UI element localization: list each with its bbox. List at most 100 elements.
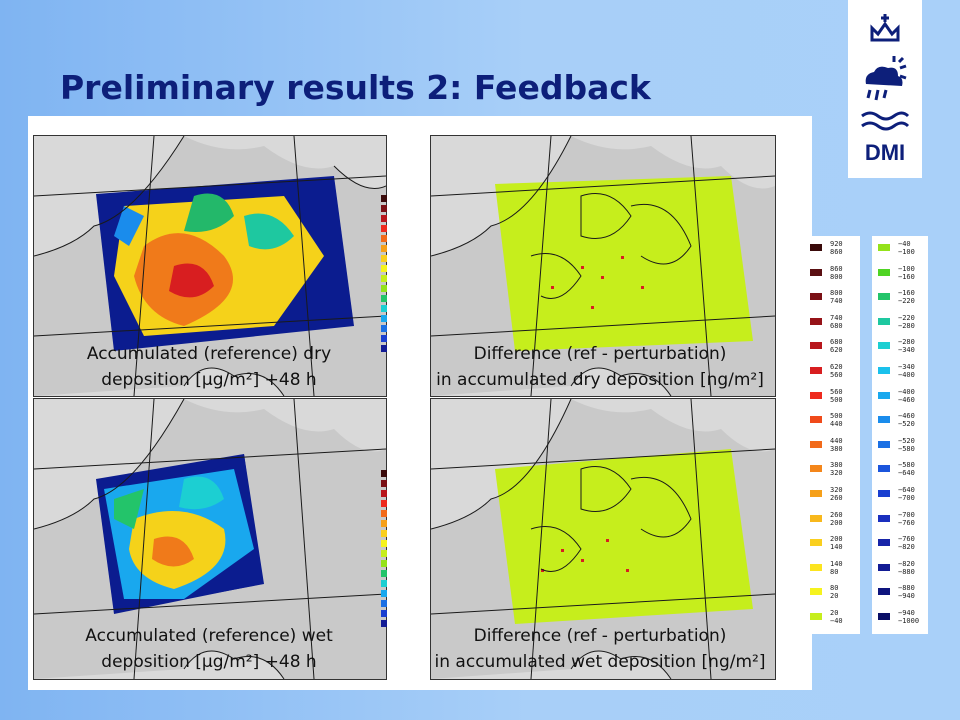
caption-line: in accumulated dry deposition [ng/m²]: [436, 370, 764, 390]
legend-swatch: [810, 391, 822, 399]
legend-label: 260 200: [830, 510, 843, 527]
legend-label: −40 −100: [898, 240, 915, 256]
legend-label: −280 −340: [898, 338, 915, 355]
caption-line: deposition [µg/m²] +48 h: [101, 652, 317, 672]
legend-entry: 800 740: [810, 289, 866, 309]
legend-label: 740 680: [830, 313, 843, 330]
legend-label: −400 −460: [898, 387, 915, 404]
caption-reference-dry: Accumulated (reference) dry deposition […: [33, 341, 385, 393]
map-reference-dry: [33, 135, 387, 397]
legend-entry: −460 −520: [878, 412, 934, 432]
legend-swatch: [878, 416, 890, 424]
legend-entry: −220 −280: [878, 314, 934, 334]
legend-entry: −520 −580: [878, 437, 934, 457]
legend-entry: 620 560: [810, 363, 866, 383]
legend-swatch: [810, 416, 822, 424]
legend-entry: −700 −760: [878, 511, 934, 531]
legend-swatch: [878, 244, 890, 251]
legend-label: −880 −940: [898, 584, 915, 601]
legend-entry: 920 860: [810, 240, 866, 260]
legend-swatch: [878, 539, 890, 547]
legend-entry: −760 −820: [878, 535, 934, 555]
legend-entry: −160 −220: [878, 289, 934, 309]
legend-label: −100 −160: [898, 264, 915, 281]
legend-swatch: [810, 317, 822, 325]
caption-line: Difference (ref - perturbation): [473, 344, 727, 364]
legend-entry: −40 −100: [878, 240, 934, 260]
legend-label: −940 −1000: [898, 609, 920, 625]
legend-swatch: [878, 563, 890, 571]
color-legend-positive: 920 860 860 800 800 740 740 680 680 620 620 5…: [804, 236, 860, 634]
legend-swatch: [878, 440, 890, 448]
legend-swatch: [878, 588, 890, 596]
mini-legend-3: [381, 470, 395, 630]
legend-entry: −100 −160: [878, 265, 934, 285]
legend-label: 800 740: [830, 289, 843, 306]
legend-label: 20 −40: [830, 609, 843, 625]
legend-swatch: [878, 317, 890, 325]
legend-swatch: [810, 563, 822, 571]
legend-label: −220 −280: [898, 313, 915, 330]
mini-legend-1: [381, 195, 395, 355]
legend-label: −520 −580: [898, 436, 915, 453]
legend-entry: −880 −940: [878, 584, 934, 604]
legend-entry: −640 −700: [878, 486, 934, 506]
legend-entry: 80 20: [810, 584, 866, 604]
legend-swatch: [810, 367, 822, 374]
legend-swatch: [878, 268, 890, 276]
legend-entry: 560 500: [810, 388, 866, 408]
legend-entry: −580 −640: [878, 461, 934, 481]
legend-swatch: [810, 440, 822, 448]
caption-reference-wet: Accumulated (reference) wet deposition […: [33, 623, 385, 675]
legend-entry: 320 260: [810, 486, 866, 506]
legend-entry: 440 380: [810, 437, 866, 457]
legend-label: 500 440: [830, 412, 843, 429]
legend-label: −340 −400: [898, 363, 915, 379]
legend-swatch: [810, 268, 822, 276]
caption-line: Accumulated (reference) wet: [85, 626, 333, 646]
legend-entry: 500 440: [810, 412, 866, 432]
legend-label: −640 −700: [898, 486, 915, 502]
caption-line: Accumulated (reference) dry: [86, 344, 332, 364]
legend-entry: 740 680: [810, 314, 866, 334]
legend-swatch: [810, 613, 822, 620]
legend-label: 320 260: [830, 486, 843, 502]
legend-swatch: [810, 588, 822, 596]
legend-label: 620 560: [830, 363, 843, 379]
legend-swatch: [878, 613, 890, 620]
legend-swatch: [810, 465, 822, 473]
map-reference-wet: [33, 398, 387, 680]
legend-label: 560 500: [830, 387, 843, 404]
legend-label: 860 800: [830, 264, 843, 281]
map-difference-wet: [430, 398, 776, 680]
legend-swatch: [810, 342, 822, 350]
legend-label: −460 −520: [898, 412, 915, 429]
legend-entry: −400 −460: [878, 388, 934, 408]
legend-label: 440 380: [830, 436, 843, 453]
legend-entry: −820 −880: [878, 560, 934, 580]
legend-label: −580 −640: [898, 461, 915, 478]
legend-entry: −340 −400: [878, 363, 934, 383]
legend-label: 140 80: [830, 559, 843, 576]
legend-entry: 260 200: [810, 511, 866, 531]
legend-swatch: [810, 244, 822, 251]
legend-entry: 140 80: [810, 560, 866, 580]
legend-swatch: [810, 490, 822, 497]
legend-label: −820 −880: [898, 559, 915, 576]
legend-swatch: [810, 293, 822, 301]
map-difference-dry: [430, 135, 776, 397]
caption-line: deposition [µg/m²] +48 h: [101, 370, 317, 390]
legend-swatch: [878, 490, 890, 497]
legend-label: 920 860: [830, 240, 843, 256]
legend-swatch: [878, 465, 890, 473]
legend-swatch: [878, 391, 890, 399]
color-legend-negative: −40 −100 −100 −160 −160 −220 −220 −280 −280 …: [872, 236, 928, 634]
legend-swatch: [878, 342, 890, 350]
caption-difference-dry: Difference (ref - perturbation) in accum…: [410, 341, 790, 393]
legend-swatch: [878, 514, 890, 522]
legend-swatch: [810, 514, 822, 522]
legend-swatch: [878, 293, 890, 301]
dmi-crown-weather-icon: DMI: [861, 14, 910, 165]
legend-entry: 200 140: [810, 535, 866, 555]
logo-text: DMI: [865, 140, 905, 165]
